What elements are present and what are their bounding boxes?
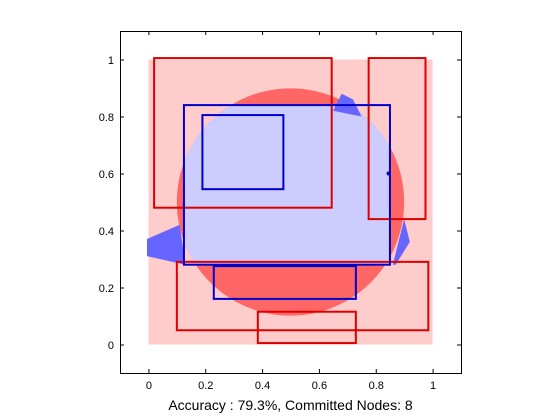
x-tick-label: 0.6: [312, 380, 327, 392]
blue-category-box-1: [201, 114, 285, 191]
blue-corner-patch-2: [392, 219, 410, 265]
x-tick-label: 1: [430, 380, 436, 392]
x-tick-label: 0.2: [198, 380, 213, 392]
blue-category-box-2: [212, 265, 357, 300]
y-tick-label: 0.8: [99, 112, 114, 124]
y-tick-label: 0: [108, 340, 114, 352]
axes-frame: [120, 31, 462, 374]
red-category-box-3: [256, 310, 357, 345]
blue-corner-patch-0: [146, 224, 186, 265]
red-category-box-1: [367, 57, 427, 221]
region-layer: [146, 59, 433, 345]
y-tick-label: 0.4: [99, 226, 114, 238]
x-axis-label: Accuracy : 79.3%, Committed Nodes: 8: [168, 397, 413, 413]
y-tick-label: 0.2: [99, 283, 114, 295]
x-tick-label: 0.8: [369, 380, 384, 392]
y-tick-label: 0.6: [99, 169, 114, 181]
blue-region-fill: [183, 105, 390, 265]
blue-category-box-0: [182, 104, 391, 266]
x-tick-label: 0: [146, 380, 152, 392]
red-category-box-0: [153, 57, 333, 209]
tick-layer: 0 0.2 0.4 0.6 0.8 1 0 0.2 0.4 0.6 0.8 1: [99, 31, 461, 392]
box-layer: [153, 57, 430, 345]
x-tick-label: 0.4: [255, 380, 270, 392]
y-tick-label: 1: [108, 55, 114, 67]
red-category-box-2: [175, 260, 430, 332]
